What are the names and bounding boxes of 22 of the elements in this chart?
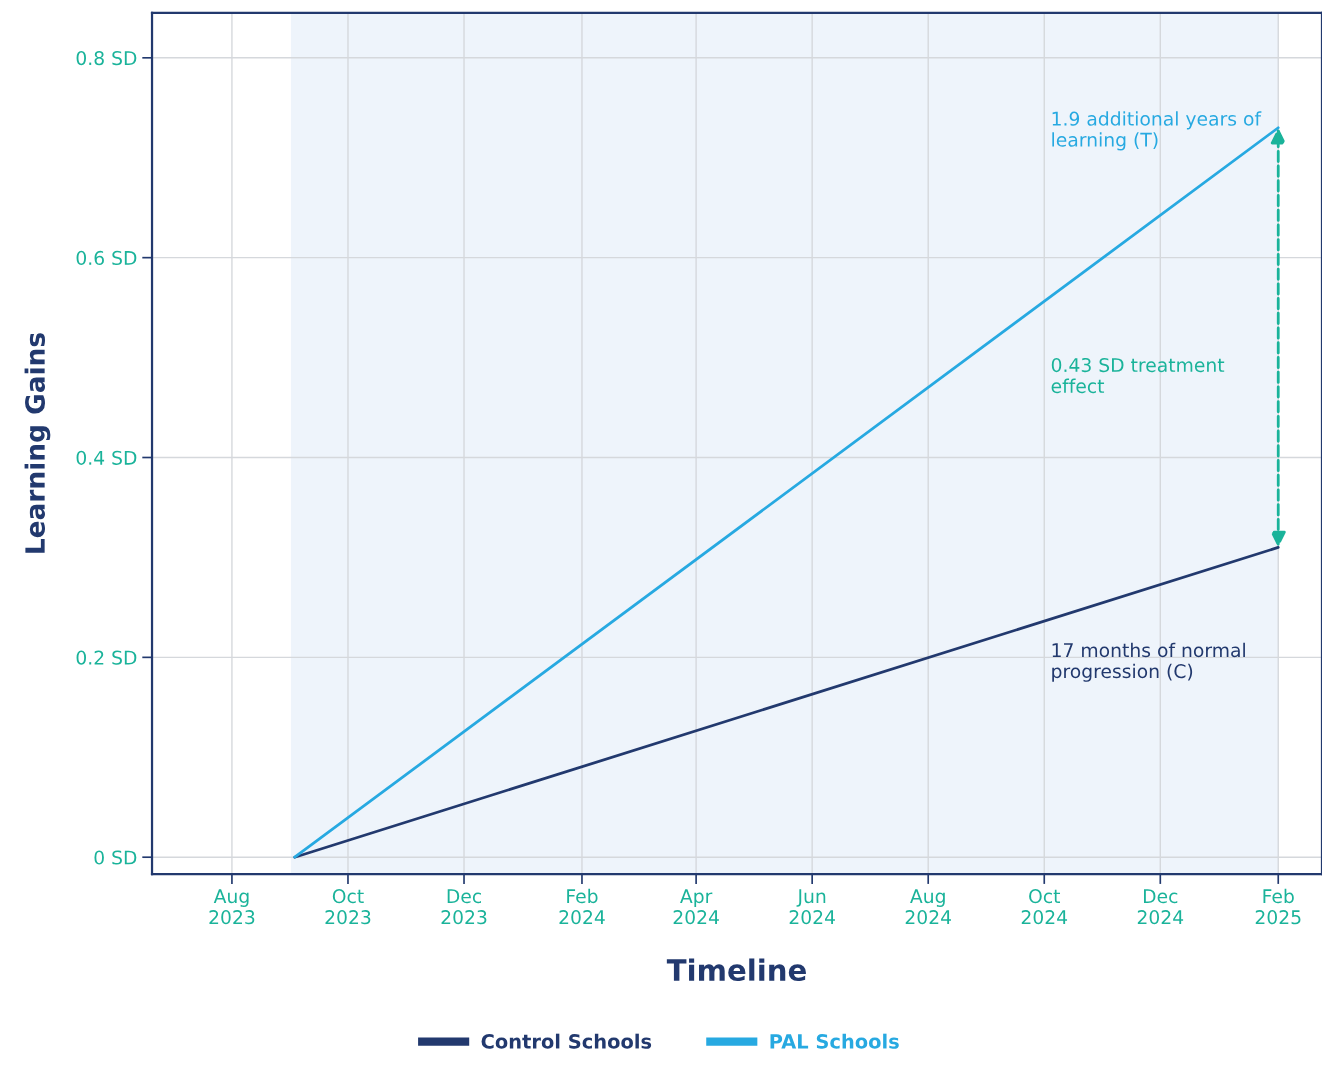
annotation: 0.43 SD treatment effect xyxy=(1051,357,1225,394)
x-tick-label: Aug 2024 xyxy=(905,889,952,925)
y-axis-title: Learning Gains xyxy=(24,333,51,553)
x-tick-label: Dec 2023 xyxy=(441,889,487,925)
legend-label: Control Schools xyxy=(481,1033,652,1049)
x-tick-label: Jun 2024 xyxy=(789,889,835,925)
x-axis-title: Timeline xyxy=(666,958,806,982)
x-tick-label: Aug 2023 xyxy=(209,889,255,925)
y-tick-label: 0 SD xyxy=(94,850,137,865)
annotation: 1.9 additional years of learning (T) xyxy=(1052,111,1262,151)
y-tick-label: 0.2 SD xyxy=(76,650,137,665)
y-tick-label: 0.8 SD xyxy=(76,51,137,66)
x-tick-label: Dec 2024 xyxy=(1137,889,1184,925)
x-tick-label: Oct 2023 xyxy=(325,889,371,925)
y-tick-label: 0.6 SD xyxy=(76,250,137,266)
x-tick-label: Feb 2024 xyxy=(559,888,605,925)
x-tick-label: Feb 2025 xyxy=(1255,888,1301,925)
y-tick-label: 0.4 SD xyxy=(76,450,137,465)
annotation: 17 months of normal progression (C) xyxy=(1052,642,1245,682)
x-tick-label: Apr 2024 xyxy=(673,889,719,925)
x-tick-label: Oct 2024 xyxy=(1021,889,1068,925)
legend-label: PAL Schools xyxy=(770,1033,899,1049)
